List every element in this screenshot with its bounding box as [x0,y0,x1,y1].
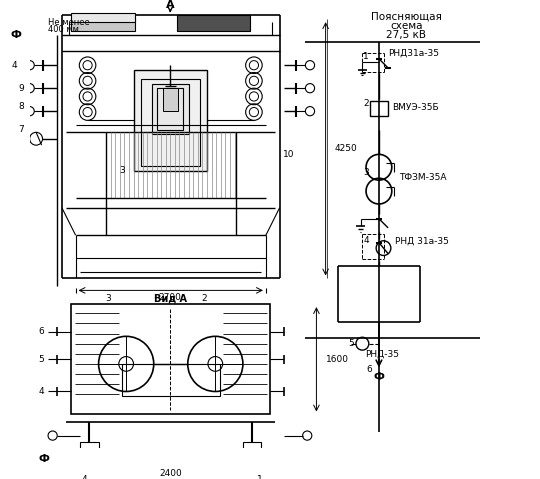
Text: 400 мм: 400 мм [48,25,79,34]
Bar [71,304,271,414]
Text: 4: 4 [11,61,17,70]
Text: 4250: 4250 [335,144,357,153]
Text: Ф: Ф [374,372,384,382]
Text: 27,5 кВ: 27,5 кВ [387,30,427,40]
Text: РНД 31а-35: РНД 31а-35 [395,236,449,245]
Bar [152,84,188,134]
Text: Вид А: Вид А [154,294,187,304]
Text: 8: 8 [18,102,24,111]
Text: 2700: 2700 [159,293,182,302]
Text: 3: 3 [105,294,111,303]
Bar [71,13,136,22]
Bar [122,364,220,396]
Text: 2: 2 [363,99,369,108]
Text: А: А [166,0,174,10]
Text: 4: 4 [82,475,87,479]
Text: РНД-35: РНД-35 [365,349,399,358]
Text: 10: 10 [283,150,295,159]
Text: 6: 6 [39,327,44,336]
Bar [80,442,99,449]
Text: 1: 1 [256,475,262,479]
Text: 2400: 2400 [159,469,181,478]
Bar [133,70,207,171]
Text: 1: 1 [363,52,369,61]
Text: Ф: Ф [10,30,21,40]
Text: ТФЗМ-35А: ТФЗМ-35А [399,173,447,182]
Text: 2: 2 [201,294,207,303]
Text: 1600: 1600 [326,355,349,364]
Text: 7: 7 [18,125,24,134]
Text: 5: 5 [39,355,44,364]
Text: ВМУЭ-35Б: ВМУЭ-35Б [392,103,438,112]
Bar [163,88,178,111]
Bar [370,101,388,116]
Bar [158,88,183,129]
Bar [141,79,200,166]
Text: 3: 3 [363,168,369,177]
Bar [71,18,136,31]
Text: схема: схема [390,21,423,31]
Text: РНД31а-35: РНД31а-35 [388,49,439,58]
Text: 3: 3 [120,166,125,175]
Bar [243,442,261,449]
Bar [177,15,250,31]
Text: 4: 4 [363,236,369,245]
Text: 6: 6 [367,365,373,374]
Text: 9: 9 [18,84,24,93]
Text: 5: 5 [348,339,354,348]
Text: Поясняющая: Поясняющая [371,11,442,22]
Text: Ф: Ф [38,454,49,464]
Text: 4: 4 [39,387,44,396]
Text: Не менее: Не менее [48,18,90,26]
